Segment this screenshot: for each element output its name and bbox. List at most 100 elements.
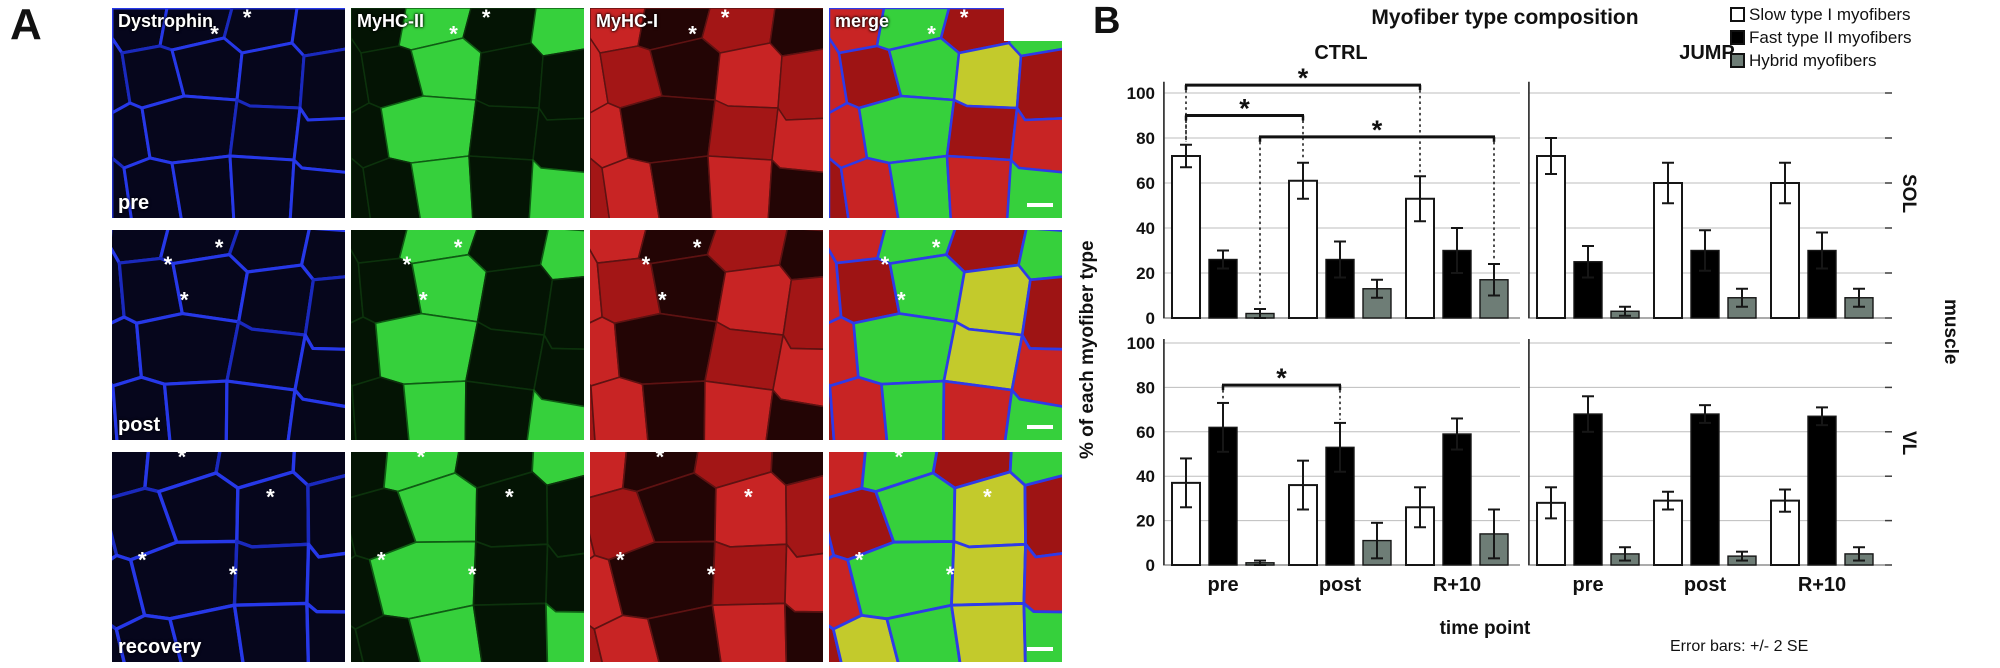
svg-text:*: *: [449, 22, 458, 47]
micrograph-post-myhc1: * * *: [590, 230, 823, 440]
svg-text:*: *: [895, 452, 904, 470]
micrograph-grid: * * Dystrophin pre * * MyHC-II * * MyHC-I *…: [112, 8, 1062, 662]
svg-text:pre: pre: [1572, 574, 1603, 596]
svg-text:*: *: [946, 562, 955, 587]
svg-text:R+10: R+10: [1798, 574, 1846, 596]
legend-swatch-fast: [1730, 30, 1745, 45]
svg-text:*: *: [983, 485, 992, 510]
legend: Slow type I myofibers Fast type II myofi…: [1730, 3, 1912, 72]
micrograph-recovery-myhc2: * * * *: [351, 452, 584, 662]
chart-jump-vl: pre post R+10: [1527, 339, 1892, 596]
micrograph-pre-merge: * * merge: [829, 8, 1062, 218]
micrograph-post-merge: * * *: [829, 230, 1062, 440]
legend-item-slow: Slow type I myofibers: [1730, 3, 1912, 26]
dystrophin-image: * * * *: [112, 452, 345, 662]
myhc2-image: * * * *: [351, 452, 584, 662]
legend-item-hybrid: Hybrid myofibers: [1730, 49, 1912, 72]
scale-bar: [1027, 647, 1053, 651]
micrograph-post-dystrophin: * * * post: [112, 230, 345, 440]
svg-text:*: *: [932, 235, 941, 260]
svg-text:*: *: [266, 485, 275, 510]
timepoint-label: pre: [118, 192, 150, 214]
scale-bar: [1027, 203, 1053, 207]
svg-text:20: 20: [1136, 264, 1155, 283]
legend-label: Hybrid myofibers: [1749, 50, 1877, 70]
svg-text:80: 80: [1136, 378, 1155, 397]
svg-text:60: 60: [1136, 423, 1155, 442]
svg-text:*: *: [744, 485, 753, 510]
svg-text:*: *: [178, 452, 187, 470]
chart-ctrl-sol: 0 20 40 60 80 100 * * *: [1127, 63, 1520, 328]
svg-text:*: *: [180, 288, 189, 313]
chart-ctrl-vl: 0 20 40 60 80 100 * pre post R+10: [1127, 334, 1520, 596]
channel-label: MyHC-I: [596, 11, 658, 31]
merge-image: * * *: [829, 230, 1062, 440]
svg-text:*: *: [721, 8, 730, 30]
timepoint-label: recovery: [118, 636, 202, 658]
svg-text:*: *: [642, 252, 651, 277]
svg-text:*: *: [688, 22, 697, 47]
legend-item-fast: Fast type II myofibers: [1730, 26, 1912, 49]
legend-swatch-slow: [1730, 7, 1745, 22]
timepoint-label: post: [118, 414, 161, 436]
panel-b: B Myofiber type composition Slow type I …: [1075, 0, 2000, 668]
legend-label: Fast type II myofibers: [1749, 27, 1912, 47]
svg-text:*: *: [855, 548, 864, 573]
micrograph-pre-myhc2: * * MyHC-II: [351, 8, 584, 218]
muscle-header-vl: VL: [1898, 430, 1919, 456]
error-bar-note: Error bars: +/- 2 SE: [1670, 638, 1809, 655]
svg-text:*: *: [1239, 94, 1250, 124]
group-header-ctrl: CTRL: [1314, 42, 1368, 64]
svg-text:*: *: [1372, 115, 1383, 145]
micrograph-recovery-merge: * * * *: [829, 452, 1062, 662]
outer-row-header-muscle: muscle: [1940, 299, 1961, 365]
svg-text:*: *: [138, 548, 147, 573]
muscle-header-sol: SOL: [1898, 174, 1919, 214]
svg-text:*: *: [210, 22, 219, 47]
panel-a-label: A: [10, 0, 42, 49]
svg-text:*: *: [616, 548, 625, 573]
channel-label: MyHC-II: [357, 11, 424, 31]
y-axis-label: % of each myofiber type: [1077, 240, 1098, 460]
micrograph-recovery-dystrophin: * * * * recovery: [112, 452, 345, 662]
merge-image: **: [829, 8, 1062, 218]
channel-label: merge: [835, 11, 890, 31]
group-header-jump: JUMP: [1679, 42, 1735, 64]
legend-label: Slow type I myofibers: [1749, 4, 1911, 24]
svg-text:*: *: [927, 22, 936, 47]
svg-text:40: 40: [1136, 467, 1155, 486]
svg-text:*: *: [707, 562, 716, 587]
svg-text:*: *: [229, 562, 238, 587]
svg-text:*: *: [468, 562, 477, 587]
svg-text:40: 40: [1136, 219, 1155, 238]
svg-text:*: *: [377, 548, 386, 573]
svg-text:100: 100: [1127, 334, 1155, 353]
svg-text:*: *: [215, 235, 224, 260]
svg-text:0: 0: [1146, 556, 1155, 575]
chart-jump-sol: [1527, 81, 1892, 319]
svg-text:R+10: R+10: [1433, 574, 1481, 596]
svg-text:post: post: [1319, 574, 1362, 596]
svg-text:*: *: [881, 252, 890, 277]
svg-text:*: *: [505, 485, 514, 510]
svg-text:*: *: [897, 288, 906, 313]
micrograph-pre-myhc1: * * MyHC-I: [590, 8, 823, 218]
scale-bar: [1027, 425, 1053, 429]
svg-text:*: *: [454, 235, 463, 260]
merge-image: * * * *: [829, 452, 1062, 662]
myhc1-image: **: [590, 8, 823, 218]
myhc1-image: * * *: [590, 230, 823, 440]
svg-text:*: *: [658, 288, 667, 313]
svg-text:20: 20: [1136, 512, 1155, 531]
svg-text:*: *: [164, 252, 173, 277]
montage-notch: [1004, 8, 1062, 41]
x-axis-label: time point: [1439, 618, 1531, 639]
dystrophin-image: * * *: [112, 230, 345, 440]
chart-title: Myofiber type composition: [1371, 6, 1639, 29]
svg-text:*: *: [960, 8, 969, 30]
myhc2-image: * * *: [351, 230, 584, 440]
svg-text:0: 0: [1146, 309, 1155, 328]
myhc2-image: **: [351, 8, 584, 218]
legend-swatch-hybrid: [1730, 53, 1745, 68]
